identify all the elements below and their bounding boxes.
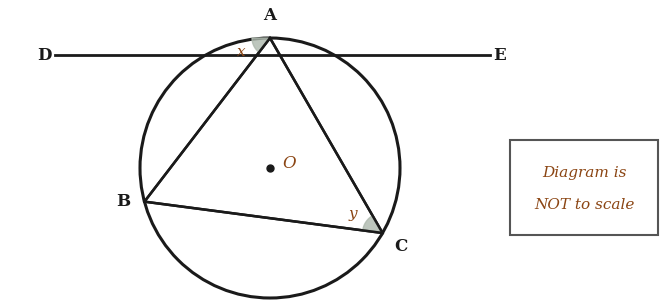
Text: B: B [116, 193, 130, 210]
Text: y: y [349, 207, 358, 221]
Text: O: O [282, 155, 296, 172]
Text: A: A [263, 7, 277, 24]
Text: NOT to scale: NOT to scale [534, 198, 634, 212]
Text: D: D [37, 47, 52, 63]
Text: E: E [493, 47, 506, 63]
Polygon shape [252, 38, 270, 52]
Text: C: C [394, 238, 408, 255]
Text: x: x [237, 45, 245, 59]
Polygon shape [362, 216, 382, 233]
Text: Diagram is: Diagram is [542, 166, 626, 180]
Bar [510, 140, 658, 235]
